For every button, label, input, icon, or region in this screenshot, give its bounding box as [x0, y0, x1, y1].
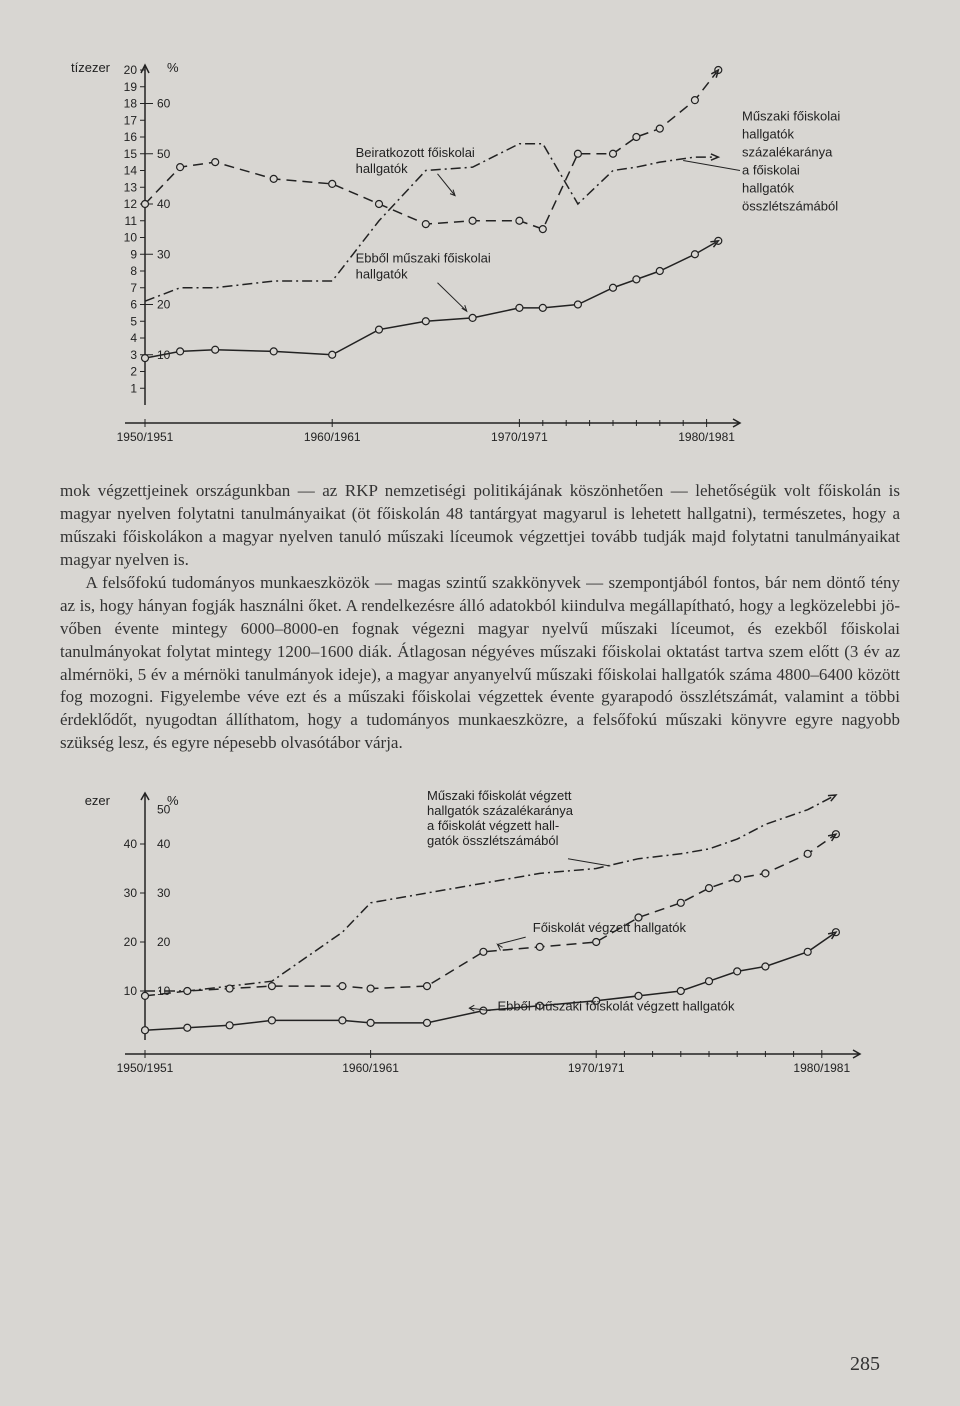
- svg-text:3: 3: [130, 348, 137, 362]
- svg-text:13: 13: [124, 180, 138, 194]
- svg-text:10: 10: [124, 231, 138, 245]
- svg-text:20: 20: [157, 935, 171, 949]
- svg-text:a főiskolai: a főiskolai: [742, 162, 800, 177]
- svg-text:tízezer: tízezer: [71, 60, 111, 75]
- svg-text:11: 11: [125, 214, 138, 228]
- body-text: mok végzettjeinek országunkban — az RKP …: [60, 480, 900, 755]
- svg-text:hallgatók: hallgatók: [356, 161, 409, 176]
- svg-text:40: 40: [157, 837, 171, 851]
- svg-text:%: %: [167, 60, 179, 75]
- page-number: 285: [850, 1353, 880, 1376]
- svg-text:16: 16: [124, 130, 138, 144]
- svg-text:7: 7: [130, 281, 137, 295]
- chart-2-svg: 102030401020304050ezer%1950/19511960/196…: [60, 785, 880, 1085]
- svg-text:hallgatók: hallgatók: [742, 180, 795, 195]
- svg-text:%: %: [167, 793, 179, 808]
- svg-text:18: 18: [124, 97, 138, 111]
- svg-text:14: 14: [124, 164, 138, 178]
- svg-text:Ebből műszaki főiskolát végzet: Ebből műszaki főiskolát végzett hallgató…: [498, 999, 736, 1014]
- svg-text:hallgatók: hallgatók: [356, 267, 409, 282]
- svg-text:ezer: ezer: [85, 793, 111, 808]
- svg-text:összlétszámából: összlétszámából: [742, 198, 838, 213]
- svg-text:1: 1: [130, 381, 137, 395]
- svg-text:hallgatók százalékaránya: hallgatók százalékaránya: [427, 803, 574, 818]
- svg-text:10: 10: [124, 984, 138, 998]
- svg-text:50: 50: [157, 147, 171, 161]
- svg-text:százalékaránya: százalékaránya: [742, 144, 833, 159]
- svg-text:Műszaki főiskolát végzett: Műszaki főiskolát végzett: [427, 788, 572, 803]
- svg-text:40: 40: [124, 837, 138, 851]
- svg-text:1980/1981: 1980/1981: [793, 1061, 850, 1075]
- chart-2: 102030401020304050ezer%1950/19511960/196…: [60, 785, 900, 1085]
- svg-text:4: 4: [130, 331, 137, 345]
- svg-text:30: 30: [157, 247, 171, 261]
- svg-text:1970/1971: 1970/1971: [568, 1061, 625, 1075]
- svg-text:17: 17: [124, 113, 138, 127]
- paragraph-1: mok végzettjeinek országunkban — az RKP …: [60, 480, 900, 572]
- svg-text:Beiratkozott főiskolai: Beiratkozott főiskolai: [356, 145, 475, 160]
- svg-text:2: 2: [130, 365, 137, 379]
- svg-text:1970/1971: 1970/1971: [491, 430, 548, 444]
- svg-text:15: 15: [124, 147, 138, 161]
- svg-text:Főiskolát végzett hallgatók: Főiskolát végzett hallgatók: [533, 920, 687, 935]
- svg-text:1960/1961: 1960/1961: [342, 1061, 399, 1075]
- svg-text:12: 12: [124, 197, 138, 211]
- svg-text:hallgatók: hallgatók: [742, 126, 795, 141]
- svg-text:9: 9: [130, 247, 137, 261]
- svg-text:1980/1981: 1980/1981: [678, 430, 735, 444]
- svg-text:20: 20: [124, 63, 138, 77]
- svg-text:1960/1961: 1960/1961: [304, 430, 361, 444]
- svg-text:60: 60: [157, 97, 171, 111]
- paragraph-2: A felsőfokú tudományos munkaeszközök — m…: [60, 572, 900, 756]
- svg-text:a főiskolát végzett hall-: a főiskolát végzett hall-: [427, 818, 559, 833]
- svg-text:Műszaki főiskolai: Műszaki főiskolai: [742, 108, 840, 123]
- svg-text:8: 8: [130, 264, 137, 278]
- svg-text:30: 30: [157, 886, 171, 900]
- chart-1: 1234567891011121314151617181920102030405…: [60, 50, 900, 450]
- svg-text:30: 30: [124, 886, 138, 900]
- svg-text:40: 40: [157, 197, 171, 211]
- svg-text:20: 20: [157, 298, 171, 312]
- svg-text:5: 5: [130, 314, 137, 328]
- chart-1-svg: 1234567891011121314151617181920102030405…: [60, 50, 880, 450]
- svg-text:20: 20: [124, 935, 138, 949]
- svg-text:1950/1951: 1950/1951: [117, 1061, 174, 1075]
- svg-text:1950/1951: 1950/1951: [117, 430, 174, 444]
- svg-text:19: 19: [124, 80, 138, 94]
- svg-text:gatók összlétszámából: gatók összlétszámából: [427, 833, 559, 848]
- svg-text:Ebből műszaki főiskolai: Ebből műszaki főiskolai: [356, 251, 491, 266]
- svg-text:6: 6: [130, 298, 137, 312]
